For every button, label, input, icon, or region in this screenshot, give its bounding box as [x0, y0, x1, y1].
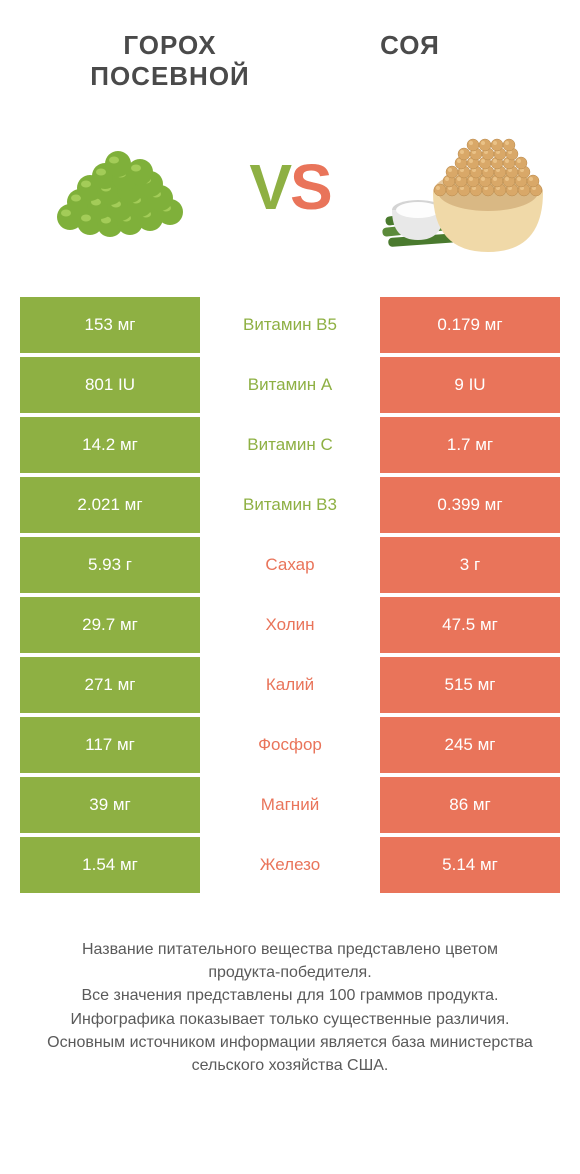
table-row: 39 мгМагний86 мг	[20, 777, 560, 833]
left-value: 1.54 мг	[20, 837, 200, 893]
left-value: 29.7 мг	[20, 597, 200, 653]
nutrient-label: Магний	[200, 777, 380, 833]
footer-notes: Название питательного вещества представл…	[20, 938, 560, 1077]
left-value: 39 мг	[20, 777, 200, 833]
left-value: 271 мг	[20, 657, 200, 713]
infographic-root: ГОРОХ ПОСЕВНОЙ СОЯ VS	[0, 0, 580, 1097]
left-value: 5.93 г	[20, 537, 200, 593]
right-title: СОЯ	[290, 30, 530, 61]
footer-line-4: Основным источником информации является …	[45, 1031, 535, 1077]
right-value: 9 IU	[380, 357, 560, 413]
right-value: 1.7 мг	[380, 417, 560, 473]
comparison-table: 153 мгВитамин B50.179 мг801 IUВитамин A9…	[20, 297, 560, 893]
left-title: ГОРОХ ПОСЕВНОЙ	[50, 30, 290, 92]
left-value: 2.021 мг	[20, 477, 200, 533]
vs-v: V	[249, 151, 290, 223]
left-value: 153 мг	[20, 297, 200, 353]
right-value: 515 мг	[380, 657, 560, 713]
table-row: 14.2 мгВитамин C1.7 мг	[20, 417, 560, 473]
right-value: 47.5 мг	[380, 597, 560, 653]
footer-line-2: Все значения представлены для 100 граммо…	[45, 984, 535, 1007]
left-value: 117 мг	[20, 717, 200, 773]
table-row: 29.7 мгХолин47.5 мг	[20, 597, 560, 653]
footer-line-3: Инфографика показывает только существенн…	[45, 1008, 535, 1031]
soy-icon	[370, 112, 550, 262]
table-row: 801 IUВитамин A9 IU	[20, 357, 560, 413]
footer-line-1: Название питательного вещества представл…	[45, 938, 535, 984]
left-value: 14.2 мг	[20, 417, 200, 473]
right-value: 86 мг	[380, 777, 560, 833]
table-row: 153 мгВитамин B50.179 мг	[20, 297, 560, 353]
nutrient-label: Витамин B3	[200, 477, 380, 533]
nutrient-label: Калий	[200, 657, 380, 713]
nutrient-label: Железо	[200, 837, 380, 893]
right-value: 3 г	[380, 537, 560, 593]
left-value: 801 IU	[20, 357, 200, 413]
header: ГОРОХ ПОСЕВНОЙ СОЯ	[20, 30, 560, 92]
nutrient-label: Холин	[200, 597, 380, 653]
table-row: 2.021 мгВитамин B30.399 мг	[20, 477, 560, 533]
nutrient-label: Витамин C	[200, 417, 380, 473]
table-row: 1.54 мгЖелезо5.14 мг	[20, 837, 560, 893]
right-value: 5.14 мг	[380, 837, 560, 893]
table-row: 5.93 гСахар3 г	[20, 537, 560, 593]
right-value: 245 мг	[380, 717, 560, 773]
vs-label: VS	[249, 155, 330, 219]
table-row: 271 мгКалий515 мг	[20, 657, 560, 713]
right-image-soy	[370, 112, 550, 262]
right-value: 0.399 мг	[380, 477, 560, 533]
nutrient-label: Фосфор	[200, 717, 380, 773]
images-row: VS	[20, 112, 560, 262]
nutrient-label: Витамин A	[200, 357, 380, 413]
nutrient-label: Сахар	[200, 537, 380, 593]
right-value: 0.179 мг	[380, 297, 560, 353]
table-row: 117 мгФосфор245 мг	[20, 717, 560, 773]
peas-icon	[30, 122, 210, 252]
vs-s: S	[290, 151, 331, 223]
left-image-peas	[30, 112, 210, 262]
nutrient-label: Витамин B5	[200, 297, 380, 353]
